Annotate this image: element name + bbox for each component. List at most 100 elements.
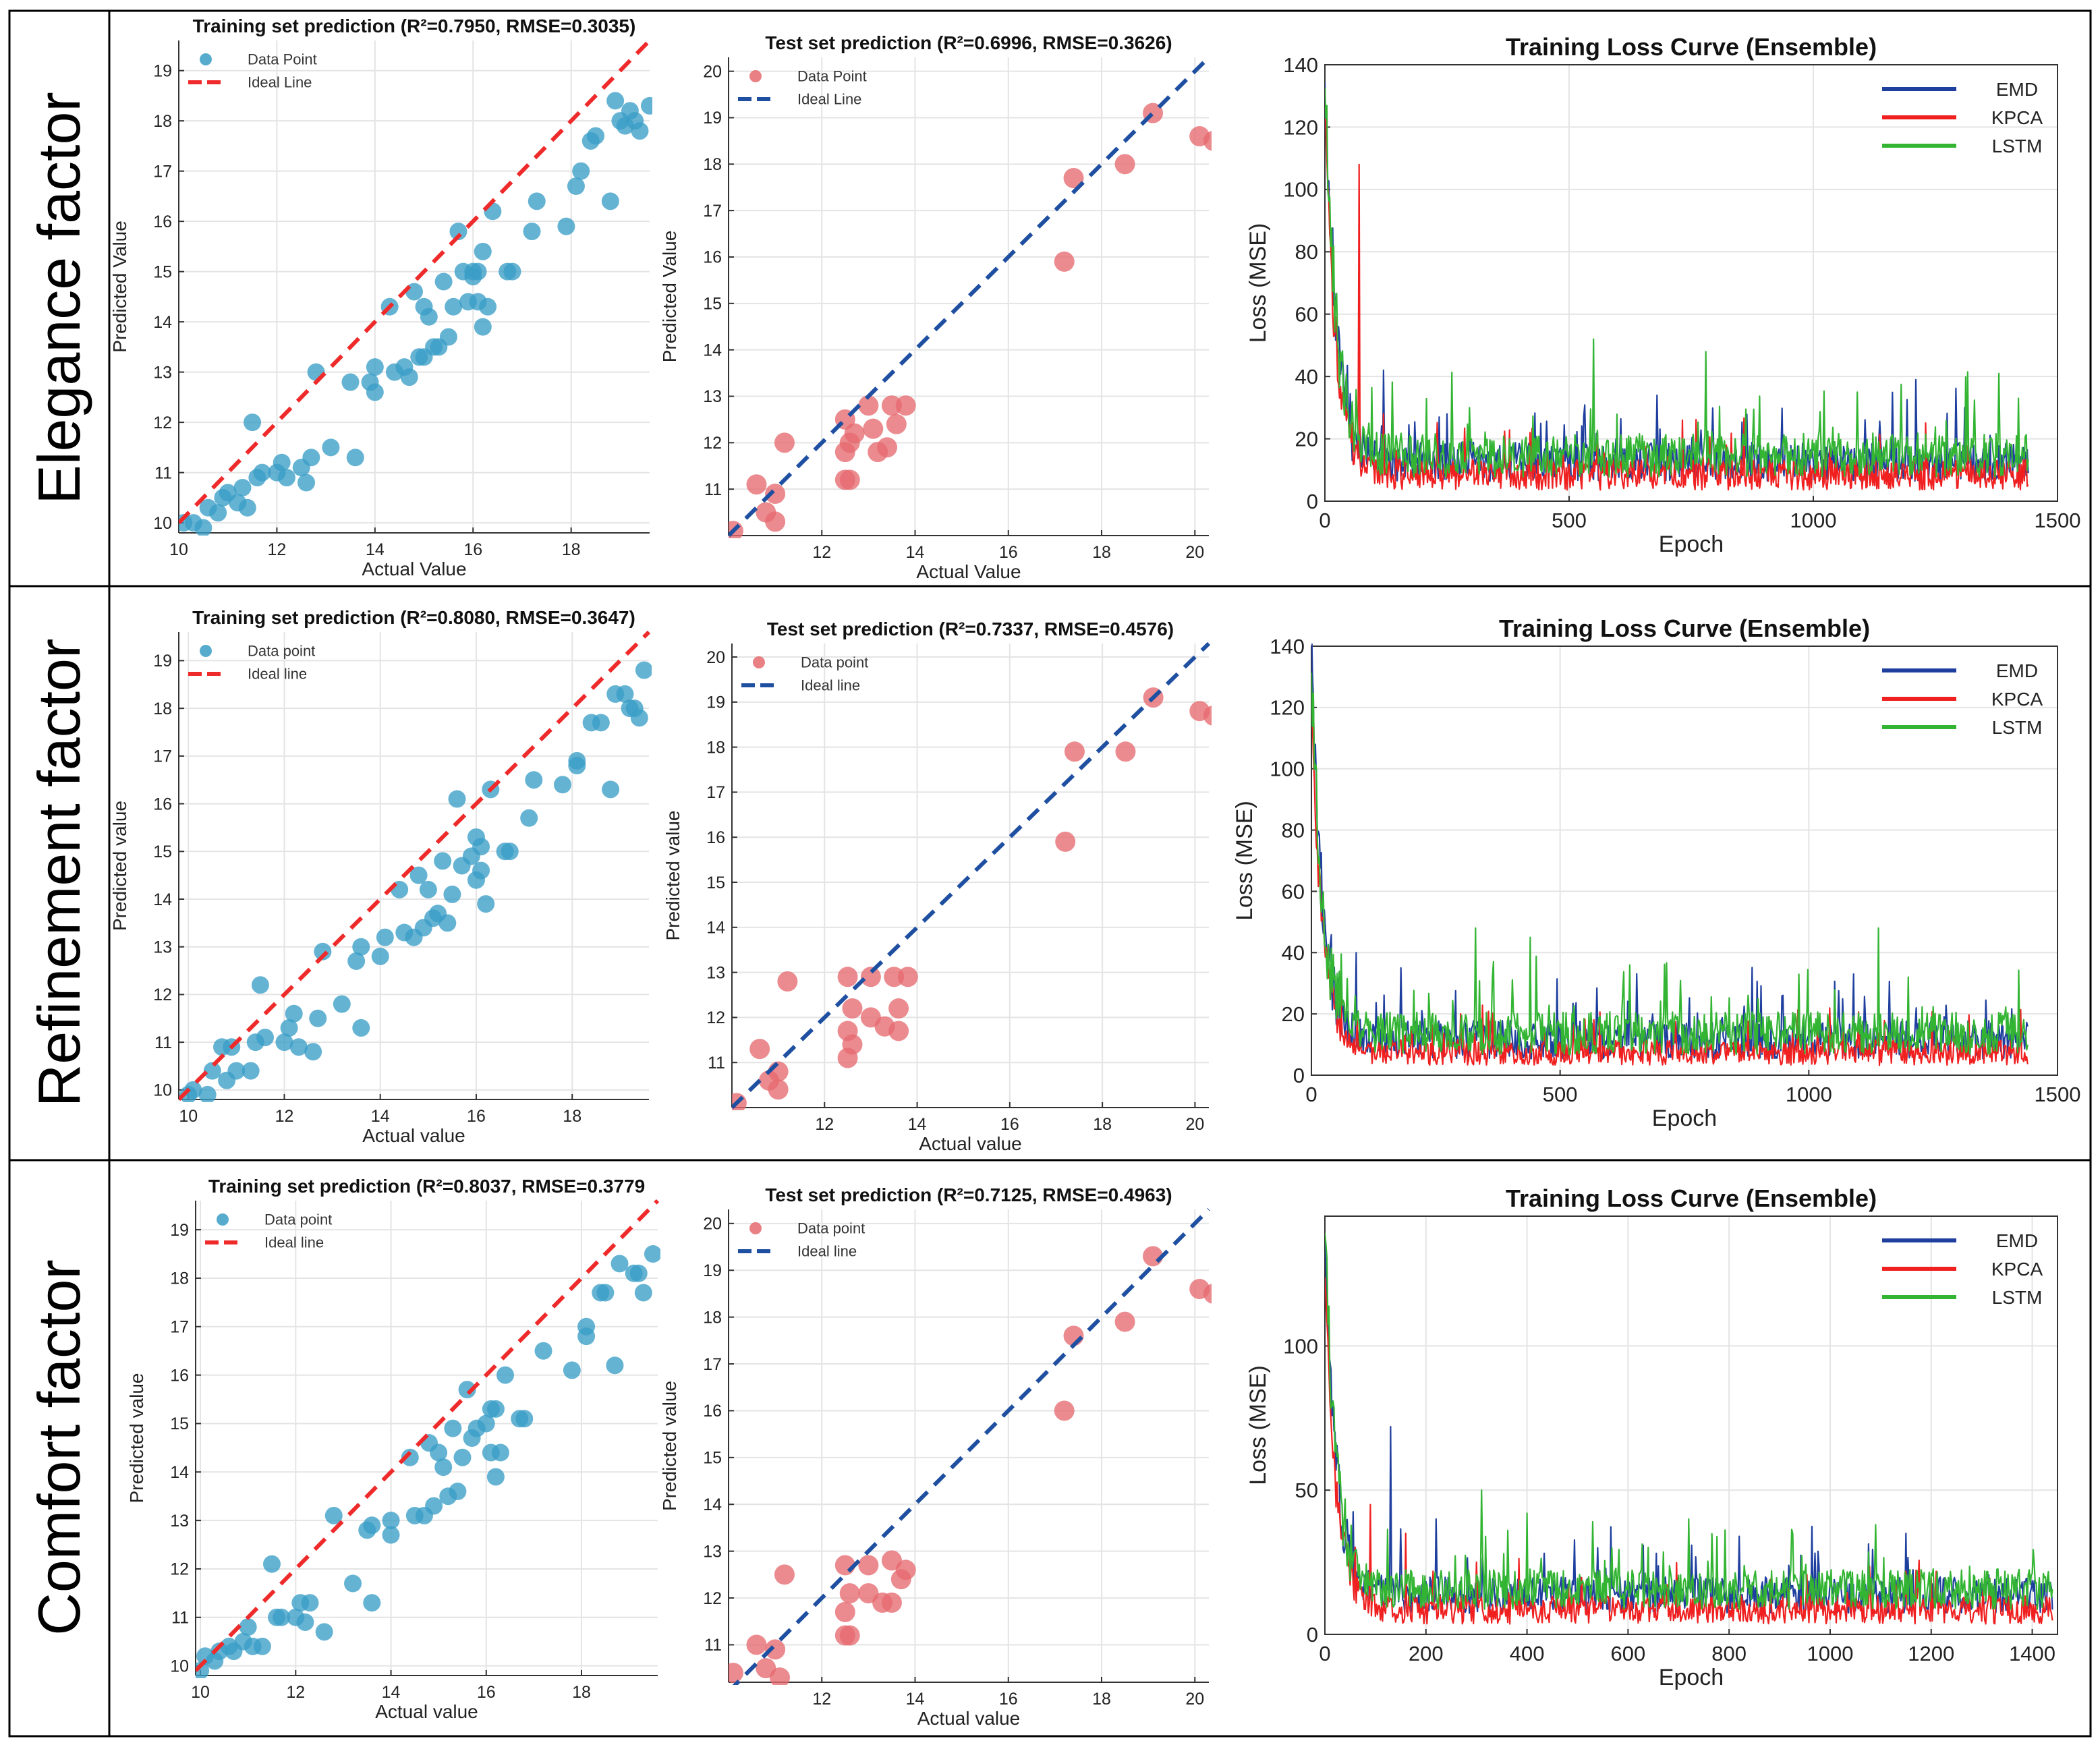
data-point [839,1625,860,1646]
data-point [438,914,457,932]
loss-series-lstm [1311,672,2028,1056]
y-tick-label: 100 [1283,178,1318,202]
data-point [501,842,519,861]
y-tick-label: 14 [153,890,172,909]
row-label-elegance: Elegance factor [26,92,92,505]
x-tick-label: 20 [1186,1115,1205,1134]
axes-frame [1324,64,2058,502]
data-point [1054,1400,1075,1421]
y-tick-label: 16 [153,795,172,813]
x-tick-label: 10 [191,1683,210,1702]
y-tick-label: 20 [1282,1002,1305,1026]
data-point [324,1506,343,1524]
y-tick-label: 13 [153,363,172,382]
data-point [563,1361,581,1379]
data-point [568,751,586,770]
data-point [765,1639,786,1660]
legend-lstm-label: LSTM [1992,717,2043,738]
chart-r2-train: 10 12 14 16 18 10 11 12 13 14 15 16 17 18 19 Training s… [126,1176,660,1722]
legend-kpca-label: KPCA [1991,689,2043,710]
x-tick-label: 16 [999,543,1018,562]
data-point [277,469,295,487]
y-tick-label: 12 [153,985,172,1004]
y-tick-label: 11 [704,1636,722,1655]
data-point [203,1062,221,1080]
y-axis-label: Predicted Value [109,221,130,353]
x-tick-label: 12 [815,1115,834,1134]
y-tick-label: 11 [171,1609,189,1628]
y-axis-label: Predicted value [662,810,683,940]
legend-lstm-label: LSTM [1992,136,2043,156]
x-tick-label: 400 [1510,1642,1545,1665]
y-tick-label: 16 [703,1402,722,1421]
data-point [1054,251,1075,272]
plot-body [729,1207,1212,1685]
data-point [420,308,438,326]
ideal-line [179,630,651,1101]
x-tick-label: 16 [999,1690,1018,1709]
data-point [275,1033,293,1052]
data-point [729,1663,743,1684]
data-point [774,432,795,453]
y-tick-label: 17 [703,1355,722,1374]
x-tick-label: 1000 [1807,1642,1853,1665]
data-point [309,1009,327,1027]
x-tick-label: 500 [1543,1083,1578,1106]
data-point [1203,131,1212,151]
legend-label: Ideal line [264,1234,324,1251]
legend-label: Ideal line [797,1243,857,1260]
y-axis-label: Predicted value [126,1373,147,1503]
plot-area [729,1209,1209,1682]
legend-label: Data point [264,1211,332,1228]
data-point [262,1555,281,1573]
data-point [347,952,366,970]
y-tick-label: 19 [703,1261,722,1280]
chart-r2-test: 12 14 16 18 20 11 12 13 14 15 16 17 18 19 20 Test set p… [659,1184,1212,1729]
data-point [333,995,351,1013]
y-tick-label: 14 [703,341,722,360]
data-point [280,1019,298,1037]
data-point [877,437,898,458]
ideal-line [732,641,1211,1110]
outer-border [8,9,2092,1738]
data-point [528,192,546,210]
x-tick-label: 18 [1093,1115,1112,1134]
data-point [888,1021,909,1041]
data-point [344,1574,362,1593]
data-point [273,1608,291,1626]
data-point [479,297,497,316]
x-tick-label: 500 [1552,509,1587,532]
data-point [858,1555,879,1576]
chart-r2-loss: 0 200 400 600 800 1000 1200 1400 0 50 100 Training … [1245,1184,2058,1690]
data-point [445,297,463,316]
legend-point-swatch [749,70,762,82]
data-point [601,192,619,210]
data-point [567,177,585,196]
y-tick-label: 15 [153,262,172,281]
x-tick-label: 14 [906,1690,925,1709]
data-point [352,1019,370,1037]
x-tick-label: 1500 [2035,509,2081,532]
data-point [895,395,916,416]
chart-title: Training set prediction (R²=0.8080, RMSE… [192,607,635,628]
data-point [837,967,858,987]
x-tick-label: 16 [463,540,482,559]
legend-label: Data Point [248,51,317,68]
data-point [322,438,340,457]
data-point [746,1634,767,1655]
y-axis-label: Loss (MSE) [1245,1365,1271,1485]
data-point [1203,1284,1212,1304]
x-tick-label: 1500 [2035,1083,2081,1106]
data-point [474,318,492,336]
y-tick-label: 15 [170,1414,189,1433]
y-tick-label: 10 [170,1657,189,1676]
x-axis-label: Actual Value [916,561,1021,582]
data-point [289,1038,308,1056]
data-point [304,1043,322,1061]
x-tick-label: 12 [812,543,831,562]
data-point [641,96,652,115]
data-point [477,895,495,913]
data-point [587,127,605,145]
data-point [765,484,786,505]
y-tick-label: 14 [170,1463,189,1482]
